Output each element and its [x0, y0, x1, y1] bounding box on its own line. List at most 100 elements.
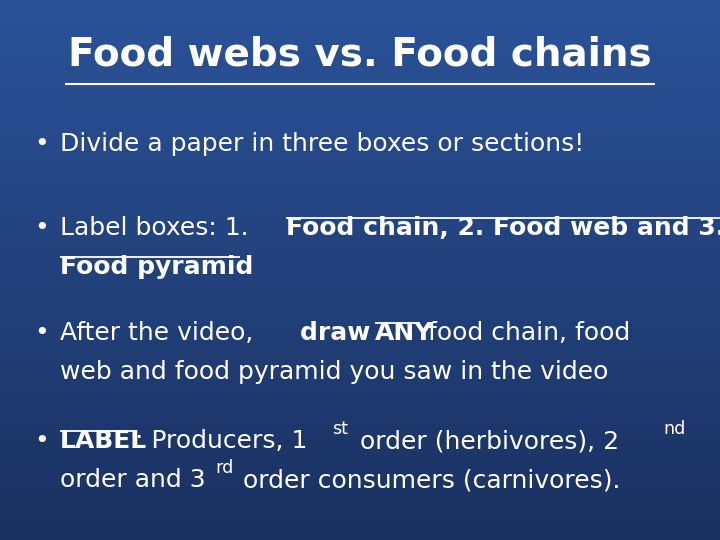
- Bar: [0, 73, 720, 76]
- Bar: [0, 418, 720, 421]
- Bar: [0, 410, 720, 413]
- Bar: [0, 486, 720, 489]
- Bar: [0, 454, 720, 456]
- Bar: [0, 127, 720, 130]
- Bar: [0, 319, 720, 321]
- Bar: [0, 216, 720, 219]
- Bar: [0, 46, 720, 49]
- Bar: [0, 270, 720, 273]
- Bar: [0, 178, 720, 181]
- Bar: [0, 186, 720, 189]
- Text: ANY: ANY: [375, 321, 433, 345]
- Bar: [0, 535, 720, 537]
- Bar: [0, 111, 720, 113]
- Bar: [0, 421, 720, 424]
- Bar: [0, 148, 720, 151]
- Bar: [0, 103, 720, 105]
- Bar: [0, 211, 720, 213]
- Bar: [0, 151, 720, 154]
- Bar: [0, 346, 720, 348]
- Bar: [0, 251, 720, 254]
- Text: LABEL: LABEL: [60, 429, 147, 453]
- Bar: [0, 194, 720, 197]
- Bar: [0, 362, 720, 364]
- Bar: [0, 176, 720, 178]
- Text: order (herbivores), 2: order (herbivores), 2: [352, 429, 619, 453]
- Text: Food chain, 2. Food web and 3.: Food chain, 2. Food web and 3.: [286, 216, 720, 240]
- Bar: [0, 286, 720, 289]
- Text: food chain, food: food chain, food: [420, 321, 630, 345]
- Bar: [0, 221, 720, 224]
- Bar: [0, 475, 720, 478]
- Text: •: •: [35, 321, 49, 345]
- Text: Food pyramid: Food pyramid: [60, 255, 253, 279]
- Bar: [0, 281, 720, 284]
- Bar: [0, 483, 720, 486]
- Bar: [0, 30, 720, 32]
- Bar: [0, 78, 720, 81]
- Bar: [0, 356, 720, 359]
- Bar: [0, 478, 720, 481]
- Bar: [0, 327, 720, 329]
- Bar: [0, 389, 720, 392]
- Bar: [0, 316, 720, 319]
- Bar: [0, 462, 720, 464]
- Text: st: st: [333, 420, 348, 438]
- Bar: [0, 394, 720, 397]
- Bar: [0, 3, 720, 5]
- Bar: [0, 375, 720, 378]
- Bar: [0, 300, 720, 302]
- Text: Label boxes: 1.: Label boxes: 1.: [60, 216, 256, 240]
- Bar: [0, 494, 720, 497]
- Bar: [0, 429, 720, 432]
- Bar: [0, 240, 720, 243]
- Bar: [0, 537, 720, 540]
- Bar: [0, 8, 720, 11]
- Bar: [0, 57, 720, 59]
- Bar: [0, 367, 720, 370]
- Bar: [0, 502, 720, 505]
- Bar: [0, 130, 720, 132]
- Bar: [0, 392, 720, 394]
- Bar: [0, 526, 720, 529]
- Bar: [0, 227, 720, 229]
- Bar: [0, 313, 720, 316]
- Bar: [0, 284, 720, 286]
- Bar: [0, 532, 720, 535]
- Bar: [0, 405, 720, 408]
- Text: •: •: [35, 216, 49, 240]
- Bar: [0, 132, 720, 135]
- Bar: [0, 43, 720, 46]
- Bar: [0, 489, 720, 491]
- Bar: [0, 81, 720, 84]
- Bar: [0, 32, 720, 35]
- Bar: [0, 113, 720, 116]
- Bar: [0, 5, 720, 8]
- Bar: [0, 59, 720, 62]
- Bar: [0, 27, 720, 30]
- Bar: [0, 159, 720, 162]
- Bar: [0, 497, 720, 500]
- Bar: [0, 491, 720, 494]
- Bar: [0, 51, 720, 54]
- Bar: [0, 472, 720, 475]
- Bar: [0, 97, 720, 100]
- Bar: [0, 329, 720, 332]
- Bar: [0, 310, 720, 313]
- Bar: [0, 22, 720, 24]
- Bar: [0, 432, 720, 435]
- Bar: [0, 162, 720, 165]
- Text: web and food pyramid you saw in the video: web and food pyramid you saw in the vide…: [60, 360, 608, 384]
- Bar: [0, 324, 720, 327]
- Bar: [0, 108, 720, 111]
- Text: •: •: [35, 132, 49, 156]
- Bar: [0, 513, 720, 516]
- Bar: [0, 308, 720, 310]
- Bar: [0, 262, 720, 265]
- Bar: [0, 100, 720, 103]
- Bar: [0, 213, 720, 216]
- Bar: [0, 351, 720, 354]
- Bar: [0, 38, 720, 40]
- Bar: [0, 202, 720, 205]
- Bar: [0, 135, 720, 138]
